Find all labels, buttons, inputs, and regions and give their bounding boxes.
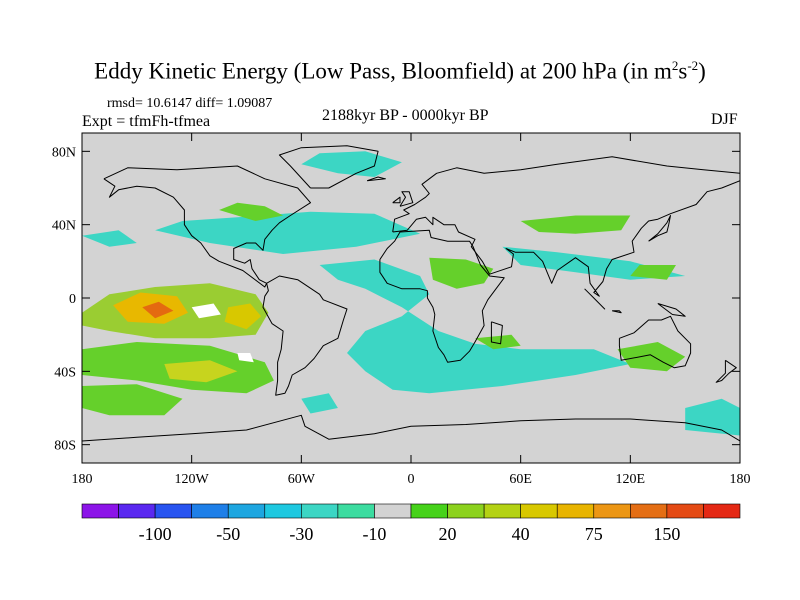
contour-africa-green (429, 257, 494, 289)
lat-tick-label: 80S (54, 439, 76, 454)
coastline-2 (278, 145, 379, 189)
colorbar-swatch (703, 503, 741, 519)
coastline-9 (584, 288, 606, 310)
contour-cyan-blob-south (301, 393, 338, 414)
contour-australia-green (617, 342, 686, 372)
contour-sea-of-japan-green (630, 265, 676, 280)
contour-north-american-green (219, 202, 284, 221)
contour-tropical-atlantic-cyan (319, 259, 631, 394)
coastline-8 (648, 215, 671, 242)
lon-tick-label: 120E (616, 472, 646, 487)
colorbar-label: -50 (216, 524, 240, 544)
coastline-0 (103, 165, 311, 288)
contour-north-atlantic-cyan (155, 211, 421, 254)
colorbar-label: 75 (585, 524, 603, 544)
contour-north-pacific-green (520, 215, 631, 234)
coastline-5 (490, 321, 503, 345)
colorbar-swatch (374, 503, 412, 519)
contour-caribbean-white (191, 303, 221, 319)
colorbar-swatch (154, 503, 192, 519)
colorbar-label: -10 (362, 524, 386, 544)
contour-south-pacific-lower (82, 384, 183, 416)
coastline-6 (618, 315, 692, 369)
lat-tick-label: 0 (69, 292, 76, 307)
coastline-10 (611, 310, 622, 314)
colorbar-swatch (483, 503, 521, 519)
lon-tick-label: 120W (175, 472, 210, 487)
contour-south-atlantic-green (475, 334, 521, 350)
lat-tick-label: 40N (52, 219, 76, 234)
colorbar-swatch (556, 503, 595, 519)
colorbar-swatch (410, 503, 448, 519)
colorbar-swatch (191, 503, 229, 519)
colorbar-label: -30 (289, 524, 313, 544)
colorbar-swatch (264, 503, 302, 519)
coastline-15 (366, 176, 386, 182)
coastline-12 (715, 359, 737, 383)
colorbar-swatch (447, 503, 485, 519)
colorbar-swatch (630, 503, 668, 519)
plot-title: Eddy Kinetic Energy (Low Pass, Bloomfiel… (94, 58, 706, 84)
colorbar-swatch (301, 503, 339, 519)
lat-tick-label: 40S (54, 365, 76, 380)
coastline-4 (379, 229, 505, 363)
lon-tick-label: 60W (288, 472, 316, 487)
contour-east-pacific-core (142, 301, 174, 319)
colorbar-label: -100 (139, 524, 172, 544)
lon-tick-label: 60E (509, 472, 532, 487)
contour-southern-ocean-cyan (685, 398, 740, 436)
colorbar-swatch (337, 503, 375, 519)
contour-north-pacific-cyan (82, 230, 137, 247)
colorbar-swatch (81, 503, 119, 519)
coastline-7 (82, 414, 740, 442)
contour-south-pacific-yellow (164, 360, 238, 383)
lat-tick-label: 80N (52, 145, 76, 160)
colorbar-swatch (666, 503, 704, 519)
stats-text: rmsd= 10.6147 diff= 1.09087 (107, 96, 273, 111)
contour-peru-max (224, 303, 262, 330)
contour-layer (82, 151, 740, 436)
contour-arabia-white (237, 353, 254, 363)
colorbar-label: 150 (653, 524, 680, 544)
season-label: DJF (711, 111, 738, 128)
coastline-13 (399, 191, 414, 207)
colorbar-swatch (593, 503, 631, 519)
lon-tick-label: 180 (72, 472, 93, 487)
colorbar: -100 -50 -30 -10 20 40 75 150 (81, 503, 741, 544)
coastline-11 (657, 303, 686, 317)
axis-ticks: 80N 40N 0 40S 80S 180 120W 60W 0 60E 120E 180 (52, 133, 751, 487)
period-label: 2188kyr BP - 0000kyr BP (322, 107, 489, 124)
lon-tick-label: 180 (730, 472, 751, 487)
coastline-3 (392, 156, 740, 297)
experiment-label: Expt = tfmFh-tfmea (82, 113, 211, 130)
lon-tick-label: 0 (408, 472, 415, 487)
coastline-1 (262, 275, 348, 396)
colorbar-swatch (227, 503, 266, 519)
colorbar-label: 40 (512, 524, 530, 544)
colorbar-swatch (520, 503, 558, 519)
colorbar-label: 20 (439, 524, 457, 544)
colorbar-swatch (118, 503, 156, 519)
coastline-14 (392, 196, 401, 204)
coastline-layer (82, 145, 740, 442)
